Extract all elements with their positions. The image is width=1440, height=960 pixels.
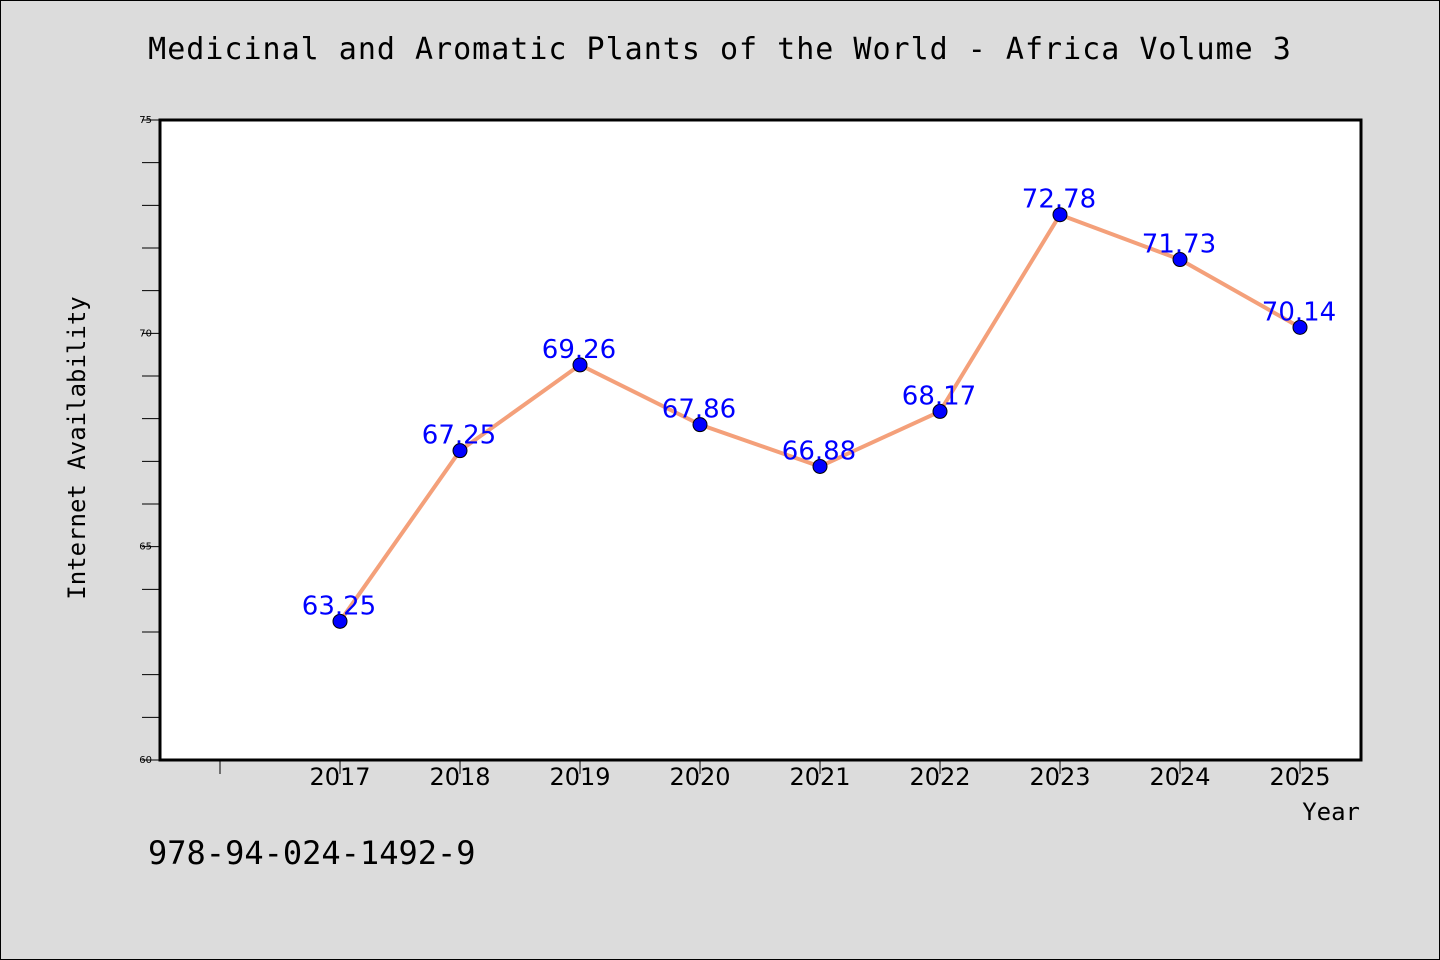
y-axis: 60 65 70 75 (139, 115, 160, 766)
y-tick-label: 65 (139, 542, 152, 553)
data-point (1052, 207, 1068, 223)
y-tick-label: 70 (139, 328, 152, 339)
x-tick-label: 2018 (429, 763, 490, 791)
x-tick-label: 2025 (1269, 763, 1330, 791)
y-axis-title: Internet Availability (63, 296, 91, 599)
x-axis-title: Year (1302, 798, 1360, 826)
data-label: 68.17 (902, 381, 976, 411)
data-label: 70.14 (1262, 297, 1336, 327)
x-tick-label: 2020 (669, 763, 730, 791)
data-labels: 63.25 67.25 69.26 67.86 66.88 68.17 72.78 71.73… (302, 185, 1336, 622)
data-label: 69.26 (542, 335, 616, 365)
x-axis: 2017 2018 2019 2020 2021 2022 2023 2024 2025 (219, 760, 1331, 791)
data-point (812, 458, 828, 474)
chart-title: Medicinal and Aromatic Plants of the Wor… (148, 32, 1292, 67)
isbn-text: 978-94-024-1492-9 (148, 834, 476, 872)
data-point (932, 403, 948, 419)
data-markers (332, 207, 1308, 629)
y-tick-label: 60 (139, 755, 152, 766)
x-tick-label: 2022 (909, 763, 970, 791)
data-label: 66.88 (782, 436, 856, 466)
data-point (452, 443, 468, 459)
x-tick-label: 2019 (549, 763, 610, 791)
data-point (1292, 319, 1308, 335)
data-label: 71.73 (1142, 230, 1216, 260)
data-label: 67.25 (422, 421, 496, 451)
data-point (572, 357, 588, 373)
x-tick-label: 2021 (789, 763, 850, 791)
data-point (692, 417, 708, 433)
data-point (332, 613, 348, 629)
x-tick-label: 2024 (1149, 763, 1210, 791)
plot-area (158, 118, 1363, 762)
data-label: 63.25 (302, 591, 376, 621)
x-tick-label: 2017 (309, 763, 370, 791)
data-point (1172, 252, 1188, 268)
x-tick-label: 2023 (1029, 763, 1090, 791)
y-tick-label: 75 (139, 115, 152, 126)
data-label: 67.86 (662, 395, 736, 425)
data-label: 72.78 (1022, 185, 1096, 215)
